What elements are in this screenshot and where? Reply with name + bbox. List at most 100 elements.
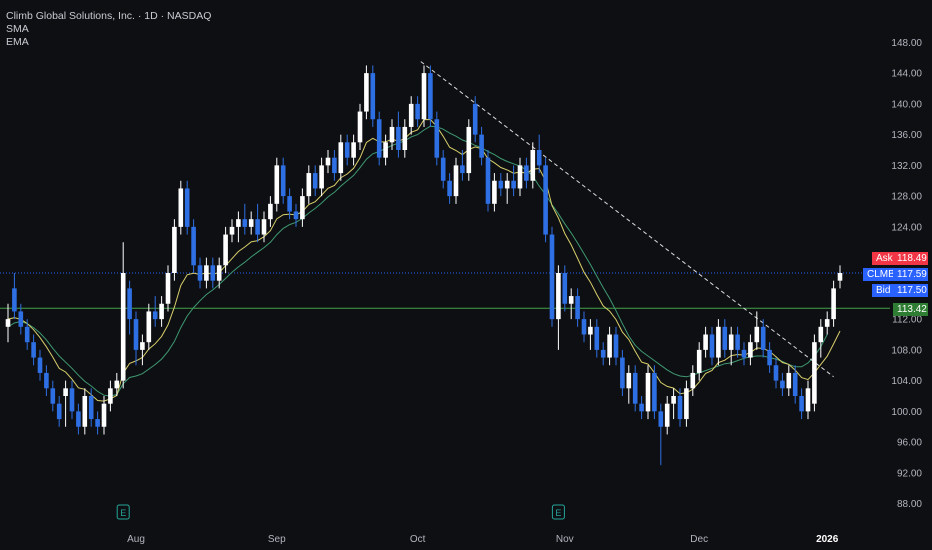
candle-body[interactable] (594, 326, 600, 350)
candle-body[interactable] (396, 126, 401, 150)
candle-body[interactable] (645, 372, 651, 412)
candle-body[interactable] (696, 349, 702, 373)
candle-body[interactable] (735, 334, 740, 350)
candle-body[interactable] (338, 142, 344, 174)
candle-body[interactable] (133, 319, 139, 350)
candle-body[interactable] (626, 372, 632, 389)
earnings-marker[interactable] (116, 504, 130, 520)
candle-body[interactable] (511, 180, 516, 189)
candle-body[interactable] (709, 334, 715, 358)
candle-body[interactable] (748, 342, 753, 358)
candle-body[interactable] (306, 173, 312, 197)
candle-body[interactable] (684, 388, 689, 420)
candle-body[interactable] (287, 196, 292, 212)
candle-body[interactable] (600, 349, 606, 358)
candle-body[interactable] (293, 211, 299, 220)
candle-body[interactable] (613, 334, 619, 358)
candle-body[interactable] (824, 319, 830, 327)
candle-body[interactable] (780, 380, 785, 389)
candle-body[interactable] (370, 73, 376, 120)
candle-body[interactable] (447, 180, 452, 197)
candle-body[interactable] (568, 296, 574, 304)
candle-body[interactable] (165, 273, 171, 304)
candle-body[interactable] (652, 372, 657, 412)
candle-body[interactable] (152, 311, 158, 320)
candle-body[interactable] (524, 165, 529, 181)
candle-body[interactable] (677, 396, 683, 420)
candle-body[interactable] (364, 73, 369, 112)
candle-body[interactable] (831, 288, 836, 320)
candle-body[interactable] (536, 150, 542, 166)
candle-body[interactable] (101, 403, 107, 427)
candle-body[interactable] (562, 273, 568, 304)
candle-body[interactable] (530, 150, 536, 181)
sma-indicator-label[interactable]: SMA (6, 23, 29, 35)
candle-body[interactable] (268, 203, 273, 220)
candle-body[interactable] (786, 372, 792, 389)
candle-body[interactable] (415, 103, 420, 120)
candle-body[interactable] (722, 326, 728, 350)
candle-body[interactable] (453, 165, 459, 197)
candle-body[interactable] (229, 226, 235, 235)
candle-body[interactable] (312, 173, 318, 189)
candle-body[interactable] (408, 103, 414, 127)
candle-body[interactable] (556, 273, 561, 320)
candle-body[interactable] (255, 219, 260, 235)
candle-body[interactable] (466, 126, 472, 174)
candle-body[interactable] (728, 334, 734, 350)
candle-body[interactable] (517, 165, 523, 189)
candle-body[interactable] (146, 311, 152, 343)
candle-body[interactable] (658, 411, 664, 427)
candle-body[interactable] (332, 157, 337, 174)
earnings-marker[interactable] (551, 504, 565, 520)
candle-body[interactable] (319, 165, 324, 189)
candle-body[interactable] (184, 188, 190, 227)
candle-body[interactable] (172, 226, 177, 273)
candle-body[interactable] (56, 403, 62, 420)
candle-body[interactable] (24, 326, 30, 343)
candle-body[interactable] (588, 326, 593, 335)
candle-body[interactable] (632, 372, 638, 404)
candle-body[interactable] (485, 157, 491, 204)
candle-body[interactable] (223, 234, 228, 266)
candle-body[interactable] (197, 265, 203, 281)
candle-body[interactable] (421, 73, 427, 120)
candle-body[interactable] (12, 288, 17, 312)
candle-body[interactable] (479, 134, 484, 158)
candle-body[interactable] (18, 311, 24, 327)
candle-body[interactable] (773, 365, 779, 381)
candle-body[interactable] (434, 119, 440, 158)
candle-body[interactable] (114, 380, 120, 389)
candle-body[interactable] (210, 265, 216, 281)
candle-body[interactable] (95, 419, 100, 427)
candle-body[interactable] (108, 388, 113, 404)
candle-body[interactable] (127, 288, 132, 320)
candle-body[interactable] (716, 326, 721, 358)
candle-body[interactable] (31, 342, 36, 358)
candle-body[interactable] (440, 157, 446, 181)
candle-body[interactable] (261, 219, 267, 235)
candle-body[interactable] (741, 349, 747, 358)
candle-body[interactable] (671, 396, 676, 404)
candle-body[interactable] (248, 219, 254, 227)
candle-body[interactable] (88, 396, 94, 420)
candle-body[interactable] (549, 234, 555, 320)
candle-body[interactable] (216, 265, 222, 281)
candle-body[interactable] (351, 142, 356, 158)
candle-body[interactable] (37, 357, 43, 373)
candle-body[interactable] (357, 111, 363, 143)
candle-body[interactable] (242, 219, 248, 227)
candle-body[interactable] (498, 180, 504, 189)
candle-body[interactable] (543, 165, 548, 235)
candle-body[interactable] (428, 73, 433, 120)
candle-body[interactable] (805, 388, 811, 412)
candle-body[interactable] (63, 388, 68, 396)
candle-body[interactable] (50, 388, 56, 404)
candle-body[interactable] (376, 119, 382, 158)
candle-body[interactable] (664, 403, 670, 427)
candle-body[interactable] (492, 180, 497, 204)
candle-body[interactable] (140, 342, 145, 350)
candle-body[interactable] (159, 303, 164, 320)
candle-body[interactable] (178, 188, 184, 227)
